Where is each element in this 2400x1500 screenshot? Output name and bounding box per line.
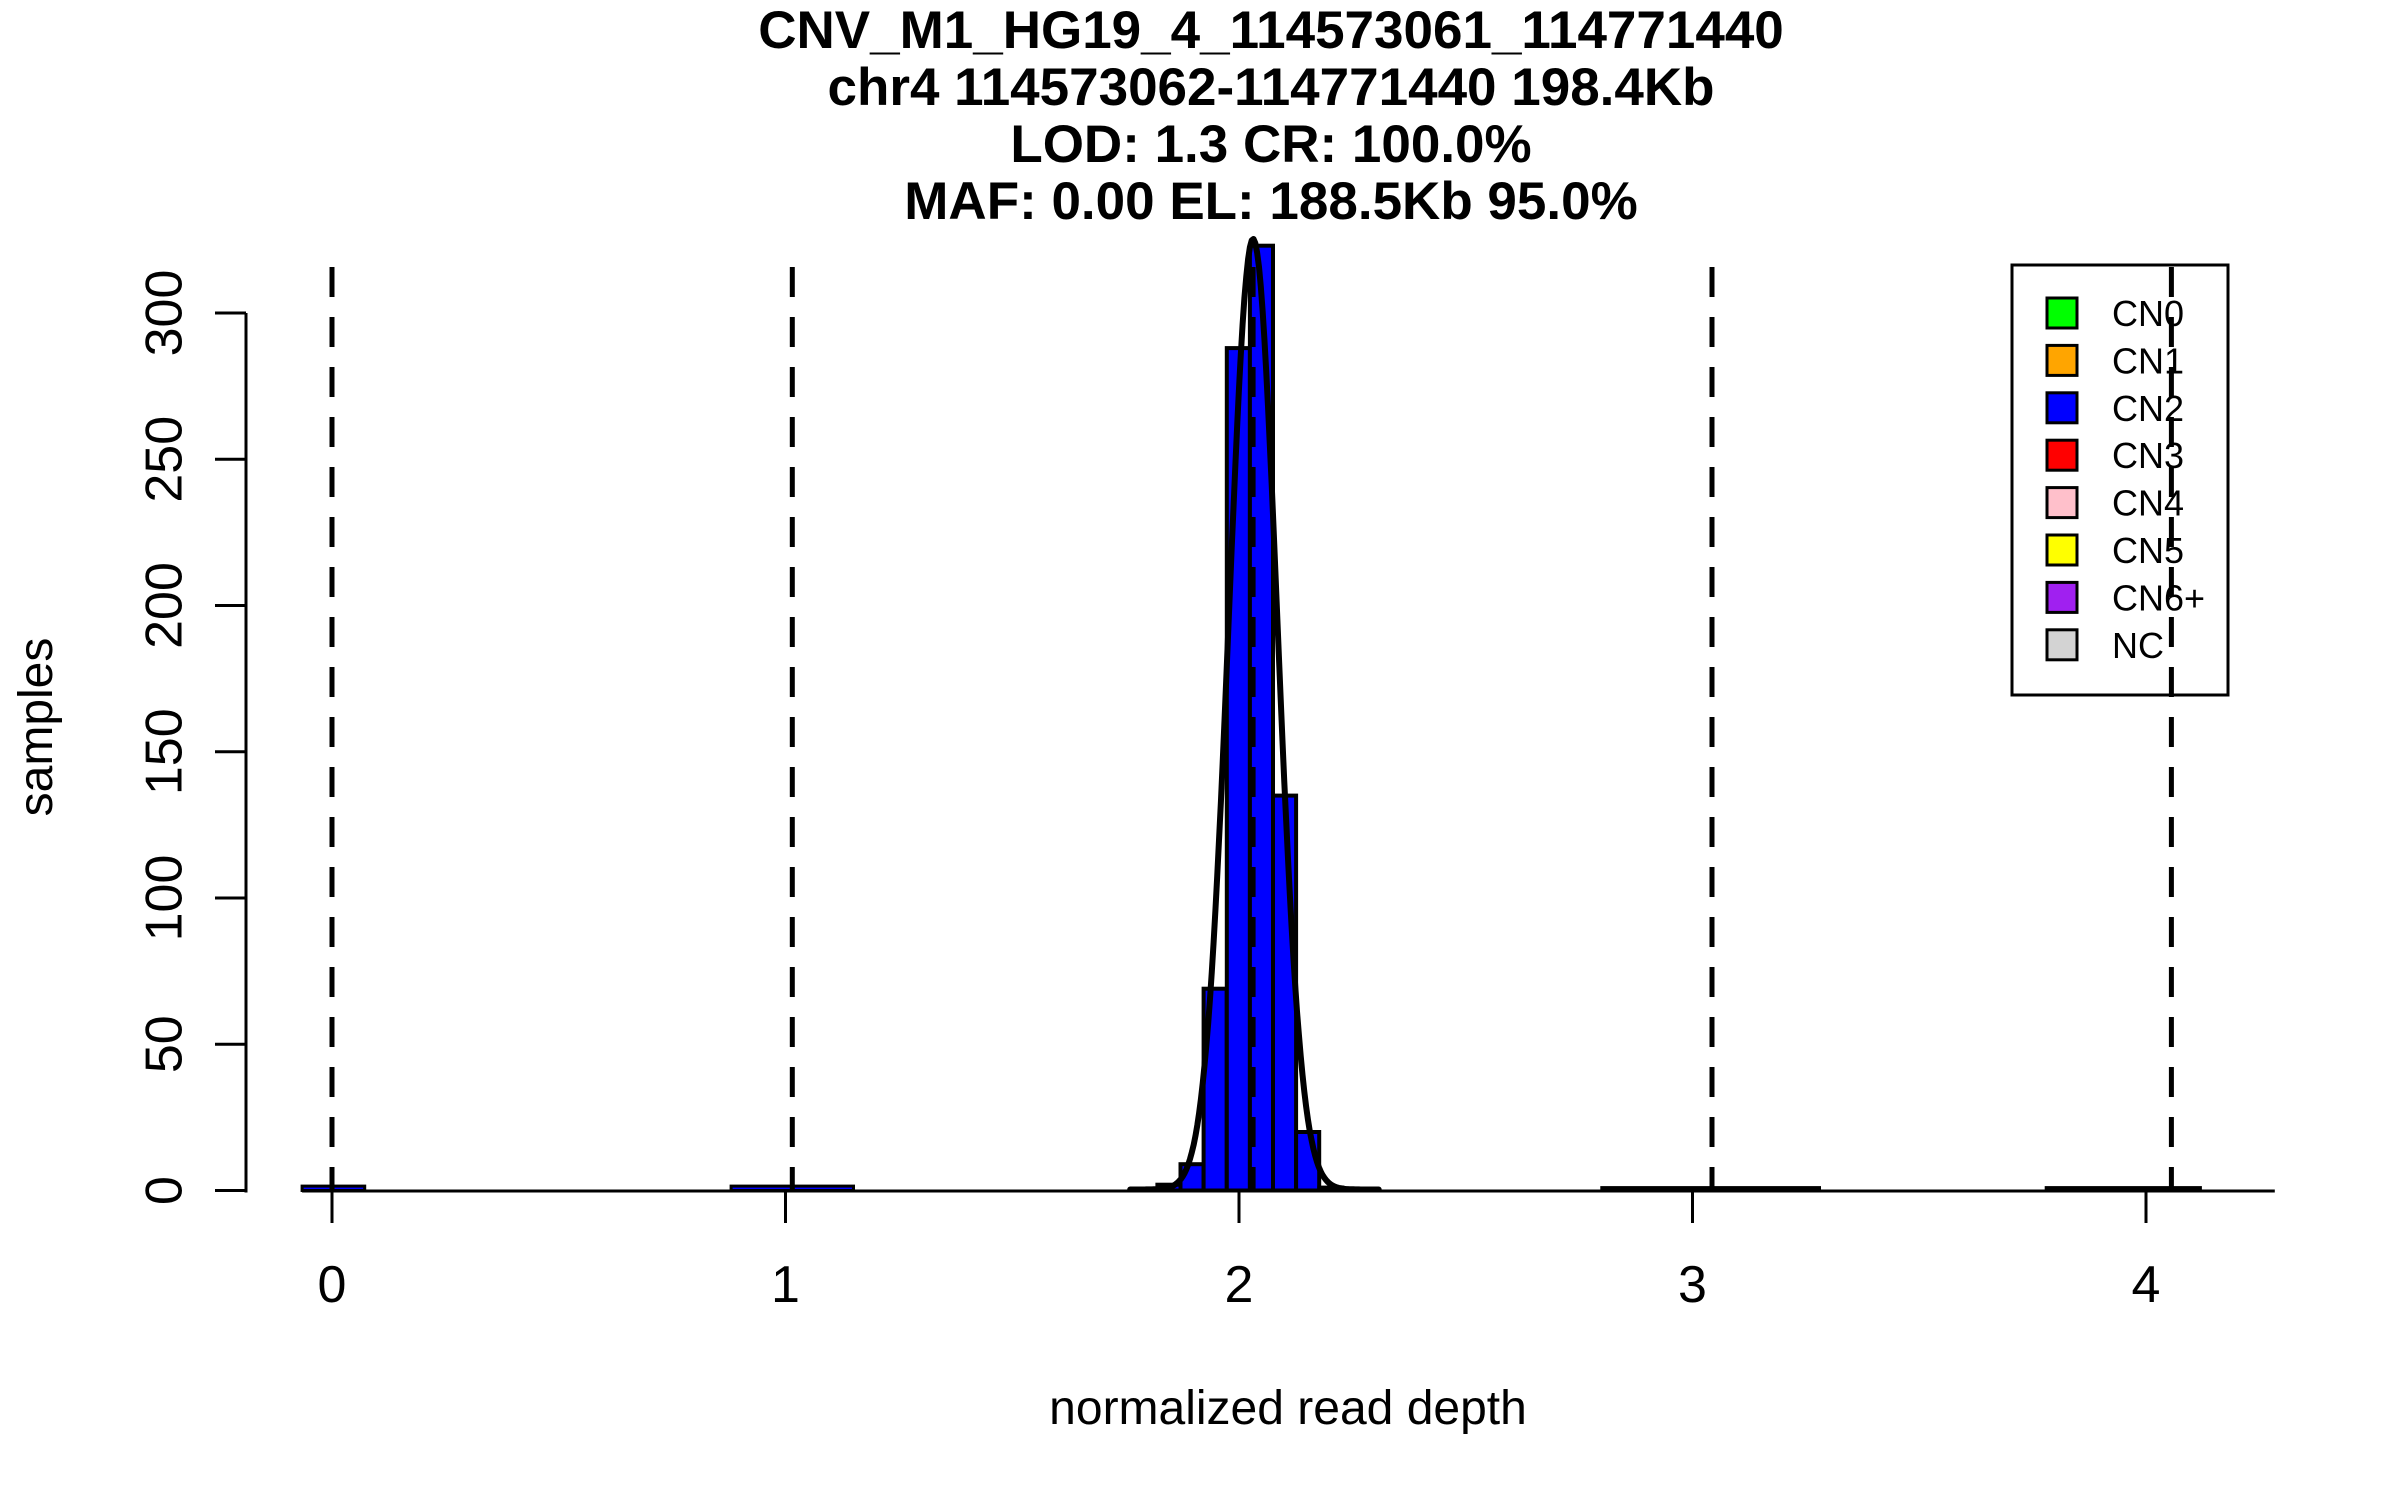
x-tick-label: 3 xyxy=(1678,1256,1707,1314)
title-line-4: MAF: 0.00 EL: 188.5Kb 95.0% xyxy=(904,172,1637,231)
legend-swatch-cn2 xyxy=(2045,391,2079,425)
legend-swatch-cn4 xyxy=(2045,486,2079,520)
histogram-bar xyxy=(1224,346,1252,1193)
histogram-bar xyxy=(1271,793,1299,1193)
x-tick-label: 4 xyxy=(2132,1256,2161,1314)
legend-label-cn6plus: CN6+ xyxy=(2112,577,2205,618)
x-tick-label: 1 xyxy=(771,1256,800,1314)
legend-swatch-nc xyxy=(2045,628,2079,662)
x-tick-label: 0 xyxy=(318,1256,347,1314)
plot-title: CNV_M1_HG19_4_114573061_114771440 chr4 1… xyxy=(758,1,1784,231)
axes: 0 1 2 3 4 0 50 100 150 200 250 300 xyxy=(136,270,2275,1314)
x-tick-label: 2 xyxy=(1225,1256,1254,1314)
legend-box xyxy=(2010,263,2230,697)
legend-swatch-cn6plus xyxy=(2045,580,2079,614)
histogram-bars xyxy=(1155,243,1345,1193)
density-curve xyxy=(1127,236,1382,1193)
y-tick-label: 100 xyxy=(136,855,194,942)
legend-swatch-cn1 xyxy=(2045,343,2079,377)
x-axis-label: normalized read depth xyxy=(1049,1382,1527,1435)
legend-label-nc: NC xyxy=(2112,625,2164,666)
y-tick-label: 300 xyxy=(136,270,194,357)
y-tick-label: 250 xyxy=(136,416,194,503)
y-tick-label: 50 xyxy=(136,1015,194,1073)
y-tick-label: 150 xyxy=(136,708,194,795)
title-line-2: chr4 114573062-114771440 198.4Kb xyxy=(827,58,1714,117)
y-tick-label: 200 xyxy=(136,562,194,649)
legend-swatch-cn5 xyxy=(2045,533,2079,567)
title-line-1: CNV_M1_HG19_4_114573061_114771440 xyxy=(758,1,1784,60)
title-line-3: LOD: 1.3 CR: 100.0% xyxy=(1010,115,1531,174)
y-tick-label: 0 xyxy=(136,1176,194,1205)
y-axis-label: samples xyxy=(10,638,63,817)
legend-swatch-cn3 xyxy=(2045,438,2079,472)
cn-boundary-lines xyxy=(329,267,2174,1190)
legend-swatch-cn0 xyxy=(2045,296,2079,330)
